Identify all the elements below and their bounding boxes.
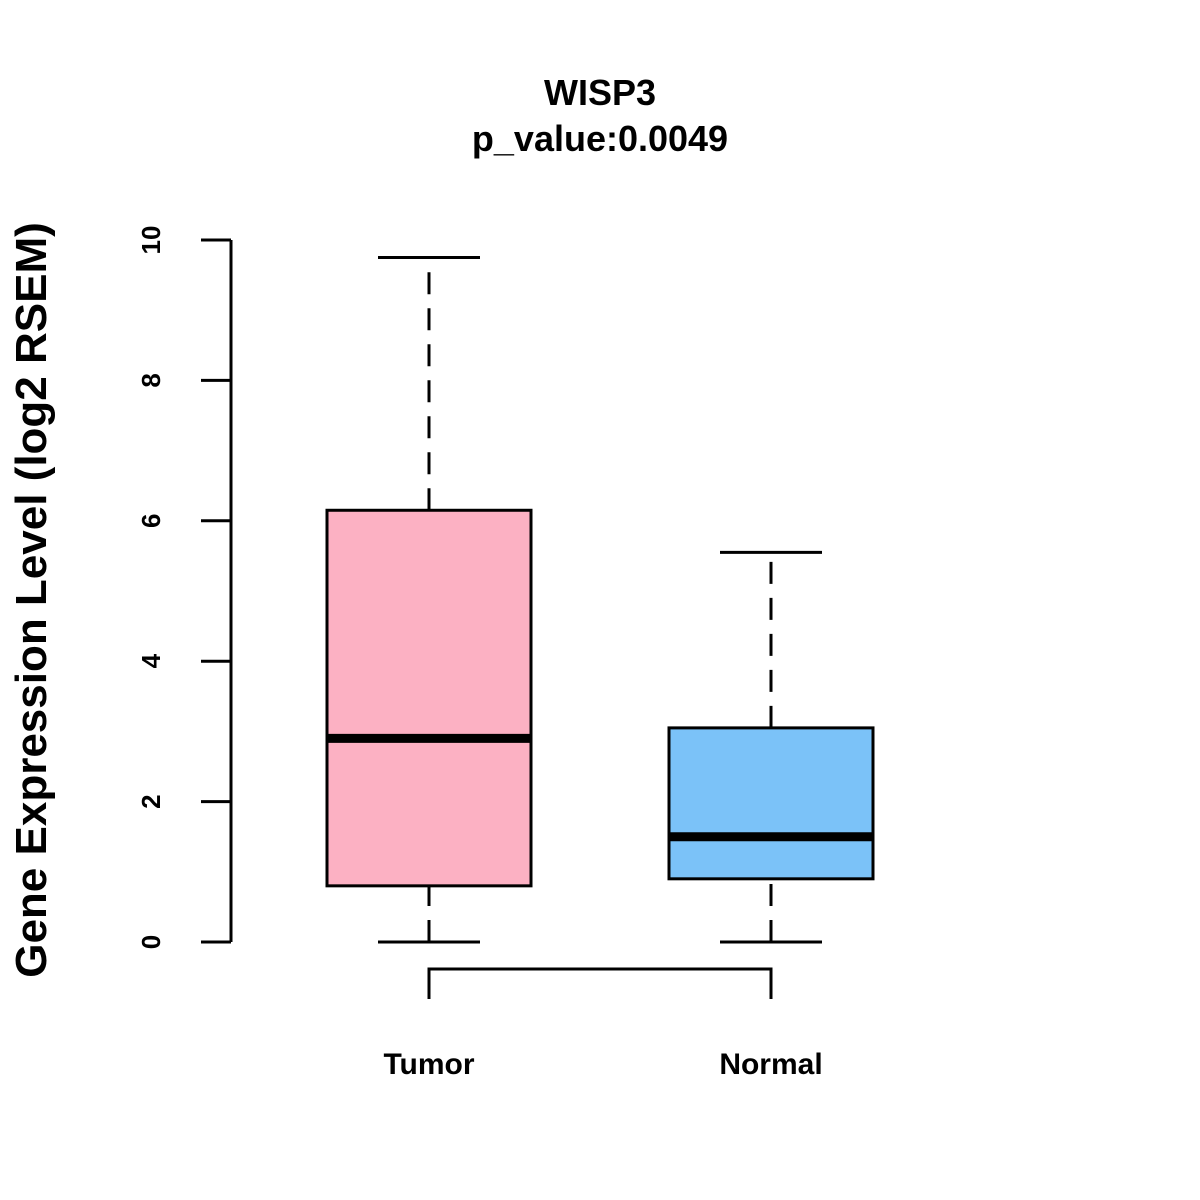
iqr-box-normal	[667, 726, 875, 881]
x-category-label-tumor: Tumor	[383, 1048, 474, 1081]
bracket-line	[427, 967, 773, 999]
comparison-bracket	[427, 967, 773, 999]
category-labels: Tumor Normal	[383, 1048, 822, 1081]
y-tick-label-0: 0	[136, 935, 166, 949]
chart-subtitle: p_value:0.0049	[472, 118, 728, 159]
chart-title: WISP3	[544, 72, 656, 113]
y-tick-label-2: 2	[136, 794, 166, 808]
y-axis: 0 2 4 6 8 10	[136, 226, 233, 949]
y-axis-label: Gene Expression Level (log2 RSEM)	[7, 222, 56, 978]
y-tick-label-4: 4	[136, 653, 166, 668]
box-group	[325, 256, 875, 944]
box-tumor	[325, 256, 533, 944]
y-tick-label-10: 10	[136, 226, 166, 255]
iqr-box-tumor	[325, 508, 533, 888]
x-category-label-normal: Normal	[719, 1048, 822, 1081]
y-tick-label-6: 6	[136, 514, 166, 528]
y-tick-label-8: 8	[136, 373, 166, 387]
box-normal	[667, 550, 875, 944]
